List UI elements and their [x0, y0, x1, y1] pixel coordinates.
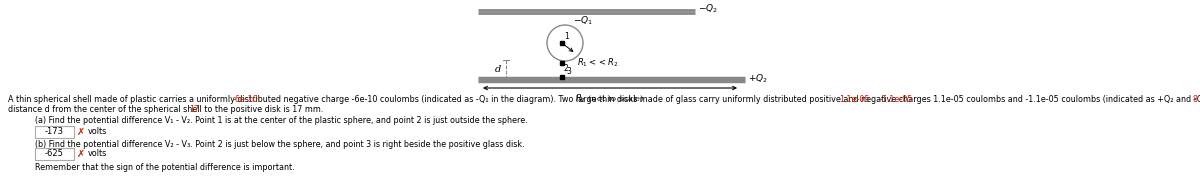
Text: 8: 8	[1193, 95, 1198, 104]
Text: d: d	[494, 65, 502, 73]
Text: $-Q_2$: $-Q_2$	[698, 3, 718, 15]
Text: -173: -173	[44, 127, 64, 136]
Text: 17: 17	[190, 105, 199, 114]
Text: volts: volts	[88, 127, 107, 136]
Text: (a) Find the potential difference V₁ - V₂. Point 1 is at the center of the plast: (a) Find the potential difference V₁ - V…	[35, 116, 528, 125]
Text: -625: -625	[44, 149, 64, 158]
Text: (b) Find the potential difference V₂ - V₃. Point 2 is just below the sphere, and: (b) Find the potential difference V₂ - V…	[35, 140, 524, 149]
Text: 1.1e-05: 1.1e-05	[840, 95, 870, 104]
Text: $R_2$ (not to scale): $R_2$ (not to scale)	[575, 92, 644, 104]
Text: A thin spherical shell made of plastic carries a uniformly distributed negative : A thin spherical shell made of plastic c…	[8, 95, 1200, 104]
Text: distance d from the center of the spherical shell to the positive disk is 17 mm.: distance d from the center of the spheri…	[8, 105, 323, 114]
Text: -1.1e-05: -1.1e-05	[880, 95, 912, 104]
Text: ✗: ✗	[77, 127, 85, 137]
Text: $+Q_2$: $+Q_2$	[748, 73, 768, 85]
Text: $R_1 << R_2$: $R_1 << R_2$	[577, 57, 618, 69]
Text: volts: volts	[88, 149, 107, 158]
Text: 1: 1	[564, 32, 569, 41]
Text: 3: 3	[566, 67, 571, 76]
Text: 2: 2	[564, 64, 569, 73]
Text: ✗: ✗	[77, 149, 85, 159]
Text: -6e-10: -6e-10	[233, 95, 258, 104]
FancyBboxPatch shape	[35, 147, 73, 159]
Text: Remember that the sign of the potential difference is important.: Remember that the sign of the potential …	[35, 163, 295, 172]
FancyBboxPatch shape	[35, 125, 73, 137]
Text: $-Q_1$: $-Q_1$	[574, 14, 593, 27]
